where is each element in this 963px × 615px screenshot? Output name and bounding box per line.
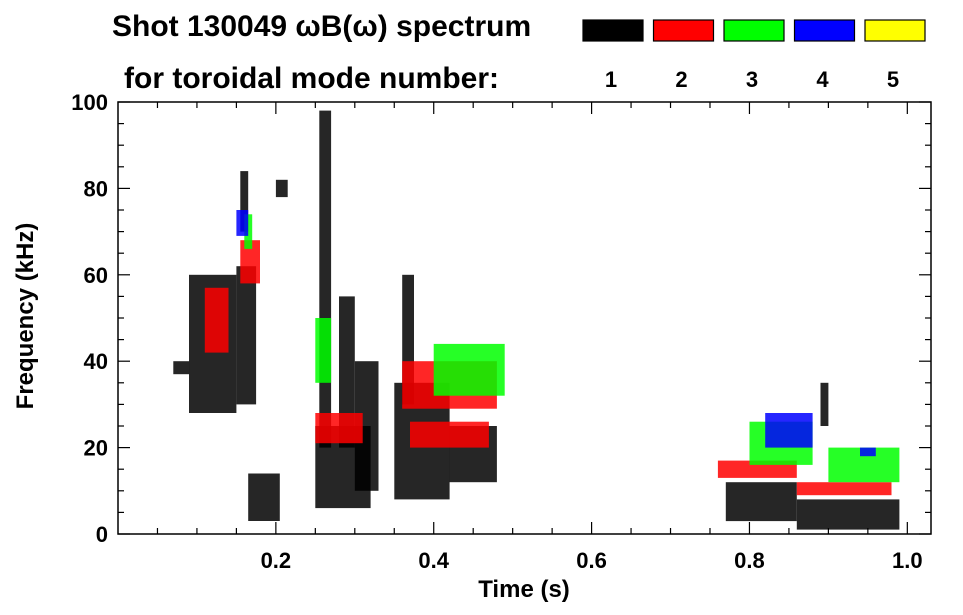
x-tick-label: 0.4 — [418, 548, 449, 573]
mode-1-region-11 — [402, 274, 414, 405]
y-axis-label: Frequency (kHz) — [12, 223, 39, 410]
x-tick-label: 0.2 — [261, 548, 292, 573]
mode-1-region-9 — [354, 361, 379, 491]
legend-label-3: 3 — [746, 67, 758, 92]
legend-swatch-4 — [793, 19, 856, 42]
legend-label-1: 1 — [605, 67, 617, 92]
mode-4-region-1 — [765, 413, 813, 448]
legend-label-4: 4 — [816, 67, 829, 92]
x-tick-label: 0.8 — [734, 548, 765, 573]
chart-title: Shot 130049 ωB(ω) spectrum — [112, 10, 531, 43]
legend-swatch-2 — [652, 19, 715, 42]
mode-1-region-0 — [173, 361, 190, 375]
mode-3-region-2 — [433, 343, 505, 396]
chart-subtitle: for toroidal mode number: — [124, 62, 499, 95]
mode-1-region-4 — [248, 473, 280, 521]
tick-labels: 0.2 0.4 0.6 0.8 1.0 0 20 40 60 80 100 — [71, 90, 922, 573]
mode-3-region-0 — [244, 214, 253, 249]
mode-2-region-4 — [410, 421, 489, 448]
mode-2-region-2 — [315, 413, 363, 444]
mode-1-region-5 — [275, 179, 288, 198]
y-tick-label: 80 — [84, 176, 108, 201]
y-tick-label: 20 — [84, 436, 108, 461]
mode-1-region-2 — [236, 266, 257, 405]
mode-2-region-6 — [796, 482, 892, 496]
mode-2-region-0 — [204, 287, 229, 353]
axis-ticks — [118, 101, 931, 535]
mode-2-region-1 — [240, 240, 260, 284]
mode-1-region-13 — [725, 482, 797, 522]
mode-3-region-1 — [315, 318, 332, 383]
x-tick-label: 1.0 — [892, 548, 923, 573]
legend-label-5: 5 — [887, 67, 899, 92]
mode-1-region-3 — [240, 171, 249, 232]
mode-2-region-5 — [717, 460, 797, 478]
mode-1-region-8 — [339, 296, 355, 448]
y-tick-label: 40 — [84, 349, 108, 374]
y-tick-label: 100 — [71, 90, 108, 115]
legend: 1 2 3 4 5 — [582, 19, 926, 92]
legend-swatch-5 — [864, 19, 926, 42]
x-axis-label: Time (s) — [478, 576, 570, 603]
mode-1-region-15 — [820, 382, 829, 426]
mode-1-region-7 — [319, 110, 332, 448]
spectrum-regions — [173, 110, 900, 530]
mode-4-region-2 — [860, 447, 876, 457]
y-tick-label: 0 — [96, 522, 108, 547]
legend-swatch-1 — [582, 19, 644, 42]
legend-label-2: 2 — [675, 67, 687, 92]
y-tick-label: 60 — [84, 263, 108, 288]
mode-1-region-14 — [796, 499, 900, 530]
legend-swatch-3 — [723, 19, 785, 42]
mode-4-region-0 — [236, 210, 249, 236]
x-tick-label: 0.6 — [576, 548, 607, 573]
